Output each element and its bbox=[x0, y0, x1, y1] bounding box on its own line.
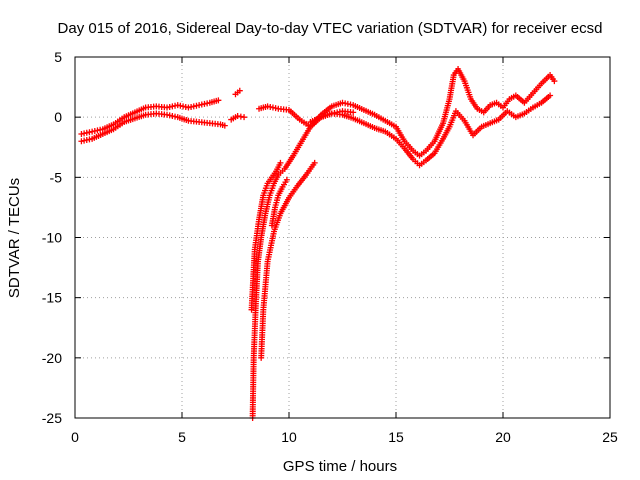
y-tick-label: 0 bbox=[54, 109, 62, 125]
y-tick-label: -15 bbox=[42, 290, 62, 306]
data-point bbox=[215, 97, 222, 104]
data-point bbox=[277, 159, 284, 166]
data-point bbox=[221, 122, 228, 129]
data-point bbox=[547, 92, 554, 99]
axis-ticks bbox=[74, 56, 611, 419]
y-tick-label: 5 bbox=[54, 49, 62, 65]
y-tick-label: -25 bbox=[42, 410, 62, 426]
y-axis-label: SDTVAR / TECUs bbox=[6, 178, 23, 298]
data-point bbox=[236, 87, 243, 94]
x-tick-label: 15 bbox=[388, 429, 404, 445]
y-tick-label: -20 bbox=[42, 350, 62, 366]
data-point bbox=[283, 176, 290, 183]
y-tick-label: -10 bbox=[42, 230, 62, 246]
data-point bbox=[241, 114, 248, 121]
data-points bbox=[78, 66, 558, 421]
tick-labels: 0 5 10 15 20 25 5 0 -5 -10 -15 -20 -25 bbox=[42, 49, 618, 445]
data-point bbox=[551, 78, 558, 85]
chart-title: Day 015 of 2016, Sidereal Day-to-day VTE… bbox=[58, 20, 603, 37]
y-tick-label: -5 bbox=[50, 169, 63, 185]
x-tick-label: 10 bbox=[281, 429, 297, 445]
grid bbox=[75, 57, 610, 418]
x-tick-label: 25 bbox=[602, 429, 618, 445]
x-tick-label: 0 bbox=[71, 429, 79, 445]
data-point bbox=[311, 159, 318, 166]
x-tick-label: 20 bbox=[495, 429, 511, 445]
x-tick-label: 5 bbox=[178, 429, 186, 445]
x-axis-label: GPS time / hours bbox=[283, 458, 397, 475]
data-point bbox=[350, 109, 357, 116]
